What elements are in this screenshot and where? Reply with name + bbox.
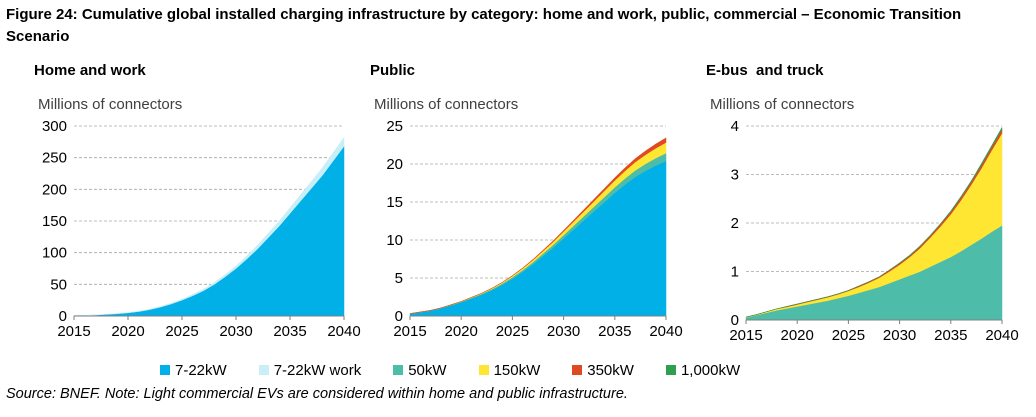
x-tick-label: 2015 [57,323,90,340]
x-tick-label: 2040 [649,323,682,340]
legend-swatch [572,365,583,375]
legend-label: 150kW [493,361,541,379]
legend-label: 350kW [587,361,634,379]
y-tick-label: 20 [386,156,403,173]
y-axis-label: Millions of connectors [38,96,183,113]
y-tick-label: 1 [731,264,739,281]
x-tick-label: 2020 [111,323,144,340]
legend-item: 150kW [478,361,541,379]
y-tick-label: 2 [731,215,739,232]
y-tick-label: 150 [42,213,67,230]
figure-title: Figure 24: Cumulative global installed c… [6,6,962,45]
x-tick-label: 2020 [445,323,478,340]
y-axis-label: Millions of connectors [374,96,519,113]
legend-item: 50kW [393,361,447,379]
y-tick-label: 25 [386,118,403,135]
legend-swatch [258,365,269,375]
y-tick-label: 3 [731,167,739,184]
y-tick-label: 5 [395,270,403,287]
y-tick-label: 0 [59,308,67,325]
legend-item: 7-22kW work [258,361,362,379]
x-tick-label: 2025 [496,323,529,340]
legend-swatch [665,365,676,375]
legend-label: 7-22kW [175,361,227,379]
y-tick-label: 0 [731,312,739,329]
y-tick-label: 0 [395,308,403,325]
y-tick-label: 200 [42,181,67,198]
y-tick-label: 250 [42,150,67,167]
legend-label: 7-22kW work [273,361,362,379]
x-tick-label: 2035 [934,327,967,344]
legend-swatch [478,365,489,375]
y-tick-label: 100 [42,245,67,262]
y-axis-label: Millions of connectors [710,96,855,113]
x-tick-label: 2040 [985,327,1018,344]
x-tick-label: 2015 [729,327,762,344]
chart-title: Public [370,62,416,79]
legend-swatch [160,365,170,375]
x-tick-label: 2025 [832,327,865,344]
legend-item: 350kW [572,362,634,379]
x-tick-label: 2030 [883,327,916,344]
source-note: Source: BNEF. Note: Light commercial EVs… [6,386,628,402]
legend-item: 7-22kW [160,362,227,379]
legend-item: 1,000kW [665,361,741,379]
y-tick-label: 300 [42,118,67,135]
x-tick-label: 2015 [393,323,426,340]
y-tick-label: 10 [386,232,403,249]
y-tick-label: 50 [50,276,67,293]
x-tick-label: 2035 [598,323,631,340]
area-series [409,160,667,317]
x-tick-label: 2030 [219,323,252,340]
area-chart-e-bus-and-truck: 0 1 2 3 4 2015 2020 2025 2030 2035 2040 [729,118,1018,344]
chart-title: Home and work [34,62,146,79]
chart-legend: 7-22kW 7-22kW work 50kW 150kW 350kW 1,00… [160,360,772,380]
x-tick-label: 2030 [547,323,580,340]
area-series [409,137,667,314]
area-chart-home-and-work: 0 50 100 150 200 250 300 2015 2020 2025 2030 2035 20… [42,118,361,340]
x-tick-label: 2040 [327,323,360,340]
x-tick-label: 2035 [273,323,306,340]
chart-title: E-bus and truck [706,62,824,79]
legend-swatch [393,365,404,375]
area-series [745,126,1003,318]
x-tick-label: 2020 [781,327,814,344]
y-tick-label: 15 [386,194,403,211]
area-series [73,145,345,317]
y-tick-label: 4 [731,118,739,135]
legend-label: 1,000kW [680,361,741,379]
x-tick-label: 2025 [165,323,198,340]
area-series [73,136,345,316]
legend-label: 50kW [408,361,447,379]
